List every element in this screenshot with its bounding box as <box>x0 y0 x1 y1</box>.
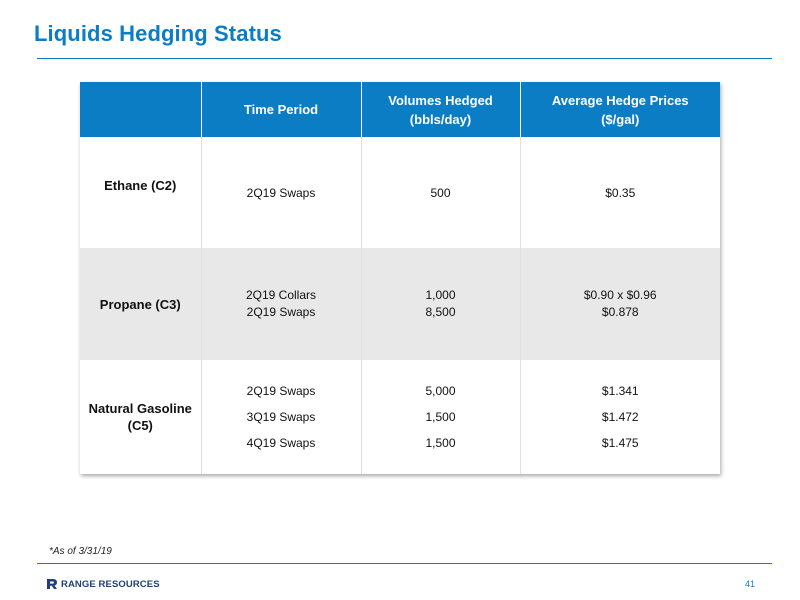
price-value: $1.475 <box>601 435 639 450</box>
as-of-footnote: *As of 3/31/19 <box>49 546 112 557</box>
table-row-ethane: Ethane (C2) 2Q19 Swaps 500 $0.35 <box>80 137 720 248</box>
page-title: Liquids Hedging Status <box>34 21 282 46</box>
company-logo: RANGE RESOURCES <box>46 577 160 591</box>
volume-value: 1,000 <box>425 288 456 302</box>
period-value: 2Q19 Swaps <box>246 383 316 398</box>
page-number: 41 <box>745 579 756 589</box>
period-cell: 2Q19 Swaps <box>200 137 361 248</box>
title-divider <box>37 58 772 59</box>
volume-value: 500 <box>430 186 451 200</box>
header-volumes-hedged: Volumes Hedged (bbls/day) <box>360 82 520 137</box>
period-cell: 2Q19 Collars 2Q19 Swaps <box>200 248 361 360</box>
price-value: $0.878 <box>601 305 639 319</box>
volume-value: 1,500 <box>425 409 456 424</box>
price-cell: $0.90 x $0.96 $0.878 <box>519 248 720 360</box>
price-cell: $0.35 <box>519 137 720 248</box>
hedging-table-container: Time Period Volumes Hedged (bbls/day) Av… <box>80 82 720 474</box>
volume-value: 8,500 <box>425 305 456 319</box>
volume-value: 5,000 <box>425 383 456 398</box>
price-value: $0.35 <box>605 186 636 200</box>
product-cell: Ethane (C2) <box>104 178 177 193</box>
logo-wordmark: RANGE RESOURCES <box>61 578 160 590</box>
table-row-propane: Propane (C3) 2Q19 Collars 2Q19 Swaps 1,0… <box>80 248 720 360</box>
header-average-hedge-prices: Average Hedge Prices ($/gal) <box>519 82 720 137</box>
product-cell: Natural Gasoline (C5) <box>88 401 192 433</box>
header-time-period: Time Period <box>200 82 361 137</box>
table-row-natural-gasoline: Natural Gasoline (C5) 2Q19 Swaps 3Q19 Sw… <box>80 360 720 474</box>
period-value: 2Q19 Swaps <box>246 186 316 200</box>
range-logo-icon <box>47 579 57 589</box>
volume-cell: 1,000 8,500 <box>360 248 520 360</box>
table-header-row: Time Period Volumes Hedged (bbls/day) Av… <box>80 82 720 137</box>
period-value: 4Q19 Swaps <box>246 435 316 450</box>
hedging-table: Time Period Volumes Hedged (bbls/day) Av… <box>80 82 720 474</box>
volume-cell: 500 <box>360 137 520 248</box>
price-value: $1.472 <box>601 409 639 424</box>
footer-divider <box>37 563 772 564</box>
period-value: 3Q19 Swaps <box>246 409 316 424</box>
price-value: $1.341 <box>601 383 639 398</box>
product-cell: Propane (C3) <box>99 296 181 312</box>
price-value: $0.90 x $0.96 <box>583 288 657 302</box>
period-value: 2Q19 Swaps <box>246 305 316 319</box>
volume-cell: 5,000 1,500 1,500 <box>360 360 520 474</box>
price-cell: $1.341 $1.472 $1.475 <box>519 360 720 474</box>
header-product <box>80 82 201 137</box>
volume-value: 1,500 <box>425 435 456 450</box>
period-cell: 2Q19 Swaps 3Q19 Swaps 4Q19 Swaps <box>200 360 361 474</box>
period-value: 2Q19 Collars <box>245 288 317 302</box>
